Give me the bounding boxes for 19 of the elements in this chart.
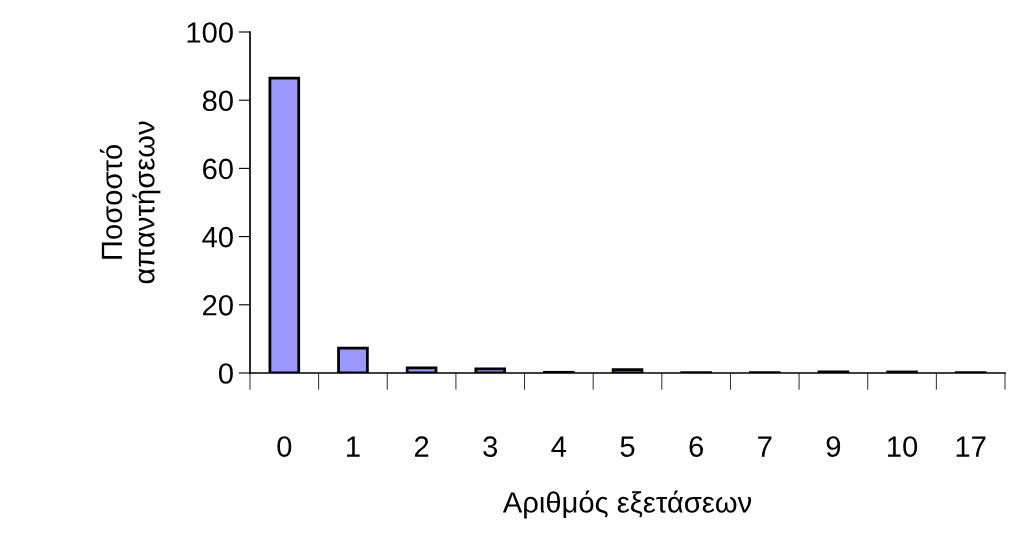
x-tick-label: 7 <box>758 436 772 457</box>
x-tick-label: 9 <box>826 436 841 457</box>
x-tick-label: 3 <box>483 436 498 457</box>
y-tick-label: 60 <box>203 158 233 180</box>
y-tick-label: 20 <box>203 295 233 316</box>
y-tick-label: 40 <box>202 226 233 248</box>
y-tick-label: 100 <box>187 22 233 43</box>
x-tick-label: 1 <box>347 436 360 457</box>
x-tick-label: 4 <box>551 436 567 457</box>
x-axis-title: Αριθμός εξετάσεων <box>502 490 752 519</box>
x-tick-label: 17 <box>956 436 986 457</box>
x-tick-label: 5 <box>620 436 635 457</box>
x-tick-label: 2 <box>414 436 429 457</box>
y-axis-title: Ποσοστό απαντήσεων <box>99 121 161 284</box>
x-tick-label: 0 <box>277 436 292 457</box>
y-tick-label: 0 <box>218 363 233 384</box>
x-tick-label: 10 <box>888 436 918 457</box>
x-tick-label: 6 <box>689 436 703 457</box>
y-tick-label: 80 <box>202 90 233 112</box>
